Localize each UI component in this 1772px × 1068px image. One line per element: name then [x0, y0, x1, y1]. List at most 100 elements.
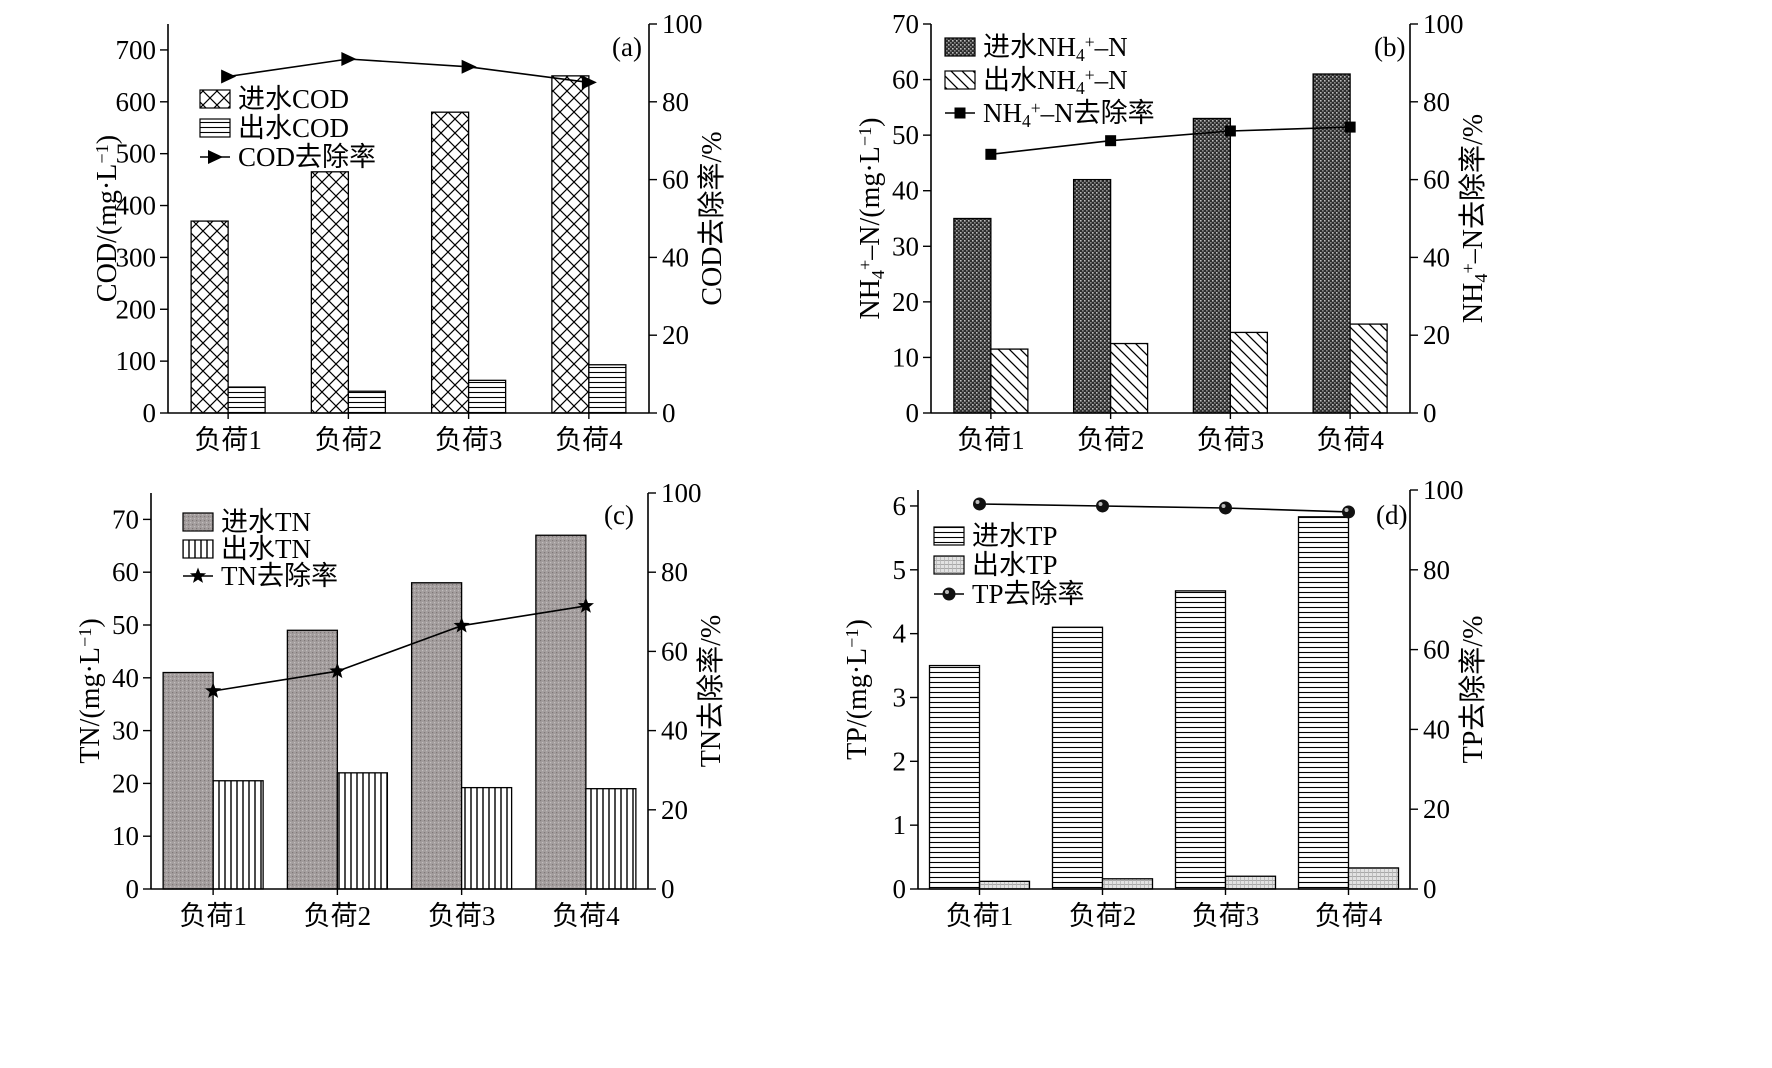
line-point — [329, 662, 346, 679]
y2-tick-label: 20 — [662, 320, 689, 350]
bar — [585, 788, 637, 890]
bar — [1072, 178, 1112, 414]
line-point — [205, 682, 222, 698]
y-axis-title: TN/(mg·L−1) — [75, 618, 106, 763]
bar — [1347, 867, 1400, 890]
legend-label: COD去除率 — [238, 142, 376, 172]
bar — [227, 386, 266, 414]
y-tick-label: 40 — [892, 176, 919, 206]
bar — [535, 534, 587, 890]
y2-tick-label: 20 — [1423, 320, 1450, 350]
y-tick-label: 6 — [893, 491, 907, 521]
legend-swatch — [944, 70, 976, 90]
y2-tick-label: 80 — [1423, 555, 1450, 585]
bar — [1109, 342, 1149, 414]
legend-swatch — [182, 539, 214, 559]
legend-swatch — [199, 89, 231, 109]
bar — [162, 671, 214, 890]
y2-tick-label: 40 — [1423, 714, 1450, 744]
y-tick-label: 10 — [112, 821, 139, 851]
bar — [1224, 875, 1277, 890]
line-point — [985, 148, 997, 160]
y2-tick-label: 40 — [1423, 242, 1450, 272]
legend-marker — [954, 107, 966, 119]
y2-tick-label: 80 — [661, 557, 688, 587]
y2-tick-label: 60 — [1423, 635, 1450, 665]
bar — [953, 217, 992, 414]
series-line — [990, 126, 1351, 156]
y2-tick-label: 100 — [662, 9, 703, 39]
x-tick-label: 负荷3 — [428, 901, 496, 931]
panel-label: (b) — [1374, 32, 1405, 62]
line-point — [461, 59, 477, 74]
line-point — [1096, 499, 1109, 513]
y-tick-label: 70 — [892, 9, 919, 39]
y-tick-label: 60 — [112, 557, 139, 587]
y2-tick-label: 40 — [661, 716, 688, 746]
bar — [467, 379, 507, 414]
legend-label: 进水TN — [221, 507, 311, 537]
bar — [1101, 878, 1154, 890]
x-tick-label: 负荷3 — [1197, 425, 1265, 455]
line-point — [341, 52, 357, 67]
line-point — [1344, 121, 1356, 133]
bar — [286, 629, 339, 890]
legend-marker — [208, 150, 223, 164]
x-tick-label: 负荷1 — [194, 425, 262, 455]
x-tick-label: 负荷4 — [1315, 901, 1383, 931]
chart-panel: 0 100 200 300 400 500 600 700 0 20 40 60 80 100 负荷1 负荷2… — [92, 9, 728, 455]
y2-tick-label: 60 — [661, 636, 688, 666]
x-tick-label: 负荷1 — [946, 901, 1014, 931]
bar — [978, 880, 1031, 890]
bar — [347, 390, 387, 414]
y-tick-label: 60 — [892, 65, 919, 95]
y-tick-label: 10 — [892, 342, 919, 372]
y2-tick-label: 100 — [661, 478, 702, 508]
series-line — [212, 605, 587, 692]
y-tick-label: 0 — [893, 874, 907, 904]
legend-label: 进水NH4+–N — [983, 32, 1128, 65]
legend-label: NH4+–N去除率 — [983, 98, 1155, 131]
line-point — [581, 75, 597, 90]
y-axis-title: NH4+–N/(mg·L−1) — [855, 117, 888, 319]
y-tick-label: 40 — [112, 663, 139, 693]
y2-tick-label: 0 — [661, 874, 675, 904]
y2-tick-label: 60 — [662, 165, 689, 195]
y-tick-label: 400 — [116, 191, 157, 221]
y2-tick-label: 20 — [661, 795, 688, 825]
y-tick-label: 30 — [892, 231, 919, 261]
y2-tick-label: 80 — [1423, 87, 1450, 117]
bar — [1174, 590, 1227, 890]
panel-label: (a) — [612, 32, 642, 62]
legend-marker — [942, 587, 956, 601]
y-tick-label: 600 — [116, 87, 157, 117]
x-tick-label: 负荷1 — [179, 901, 247, 931]
series-line — [227, 58, 590, 84]
y-tick-label: 30 — [112, 716, 139, 746]
y2-tick-label: 80 — [662, 87, 689, 117]
bar — [1297, 516, 1350, 890]
y-axis-title: COD/(mg·L−1) — [92, 135, 123, 302]
y2-axis-title: COD去除率/% — [696, 131, 728, 305]
x-tick-label: 负荷4 — [1316, 425, 1384, 455]
legend-label: 进水COD — [238, 84, 349, 114]
chart-panel: 0 10 20 30 40 50 60 70 0 20 40 60 80 100 负荷1 负荷2 负荷3 负荷4 N… — [855, 9, 1491, 455]
bar — [990, 348, 1029, 414]
legend-swatch — [933, 526, 965, 546]
y-tick-label: 0 — [126, 874, 140, 904]
bar — [430, 111, 470, 414]
y2-tick-label: 60 — [1423, 165, 1450, 195]
series-line — [979, 503, 1349, 513]
line-point — [453, 617, 470, 633]
line-point — [973, 497, 986, 511]
x-tick-label: 负荷2 — [1077, 425, 1145, 455]
bar — [212, 780, 264, 890]
x-tick-label: 负荷4 — [555, 425, 623, 455]
chart-panel: 0 10 20 30 40 50 60 70 0 20 40 60 80 100 负荷1 负荷2 负荷3 负荷4 T… — [75, 478, 727, 931]
y2-tick-label: 0 — [1423, 874, 1437, 904]
y-tick-label: 5 — [893, 555, 907, 585]
legend-label: 出水COD — [238, 113, 349, 143]
y-tick-label: 0 — [143, 398, 157, 428]
